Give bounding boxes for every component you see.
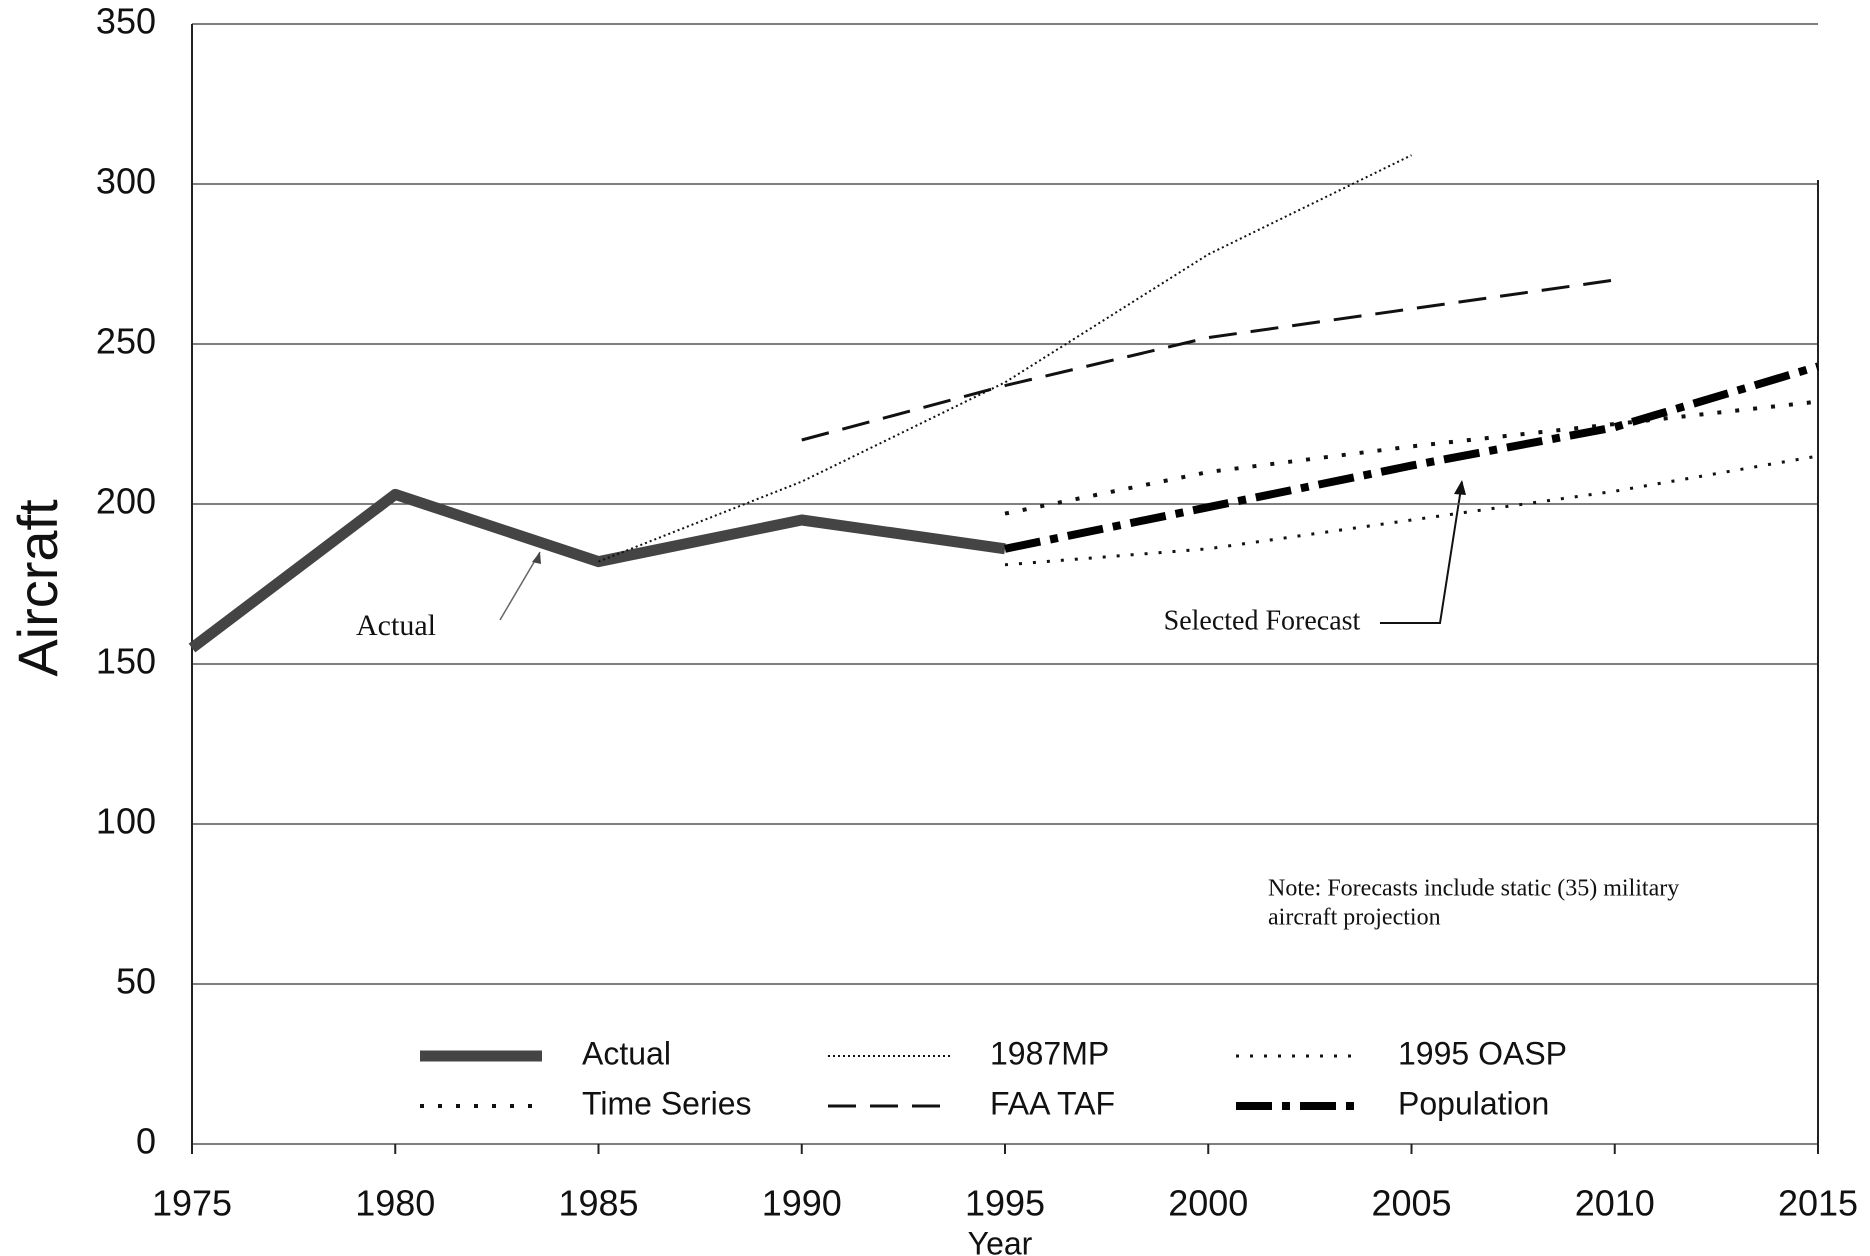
- x-tick-label: 2010: [1575, 1183, 1655, 1224]
- series-line: [188, 488, 1006, 653]
- legend-label: 1987MP: [990, 1035, 1109, 1071]
- series-line: [1004, 399, 1819, 516]
- x-tick-label: 1985: [558, 1183, 638, 1224]
- note: Note: Forecasts include static (35) mili…: [1268, 876, 1679, 902]
- y-tick-label: 350: [96, 1, 156, 42]
- series-line: [1004, 454, 1819, 567]
- note: aircraft projection: [1268, 905, 1441, 931]
- arrow-head: [1454, 480, 1466, 495]
- y-tick-label: 150: [96, 641, 156, 682]
- legend-label: Actual: [582, 1035, 671, 1071]
- annotation-arrow: [1380, 481, 1463, 624]
- series-line: [1004, 362, 1820, 553]
- annotation: Selected Forecast: [1164, 605, 1361, 636]
- y-tick-label: 0: [136, 1121, 156, 1162]
- annotation: Actual: [356, 609, 436, 642]
- series-line: [598, 154, 1412, 563]
- series-line: [801, 278, 1615, 442]
- legend-label: 1995 OASP: [1398, 1035, 1567, 1071]
- legend-label: Population: [1398, 1085, 1549, 1121]
- y-tick-label: 50: [116, 961, 156, 1002]
- x-tick-label: 2005: [1371, 1183, 1451, 1224]
- y-tick-label: 200: [96, 481, 156, 522]
- x-tick-label: 1995: [965, 1183, 1045, 1224]
- y-tick-label: 300: [96, 161, 156, 202]
- legend-label: FAA TAF: [990, 1085, 1115, 1121]
- x-tick-label: 2000: [1168, 1183, 1248, 1224]
- y-tick-label: 250: [96, 321, 156, 362]
- annotation-arrow: [499, 551, 541, 621]
- arrow-head: [532, 552, 541, 564]
- legend-label: Time Series: [582, 1085, 752, 1121]
- y-axis-label: Aircraft: [6, 499, 69, 677]
- x-tick-label: 1980: [355, 1183, 435, 1224]
- x-tick-label: 1990: [762, 1183, 842, 1224]
- y-tick-label: 100: [96, 801, 156, 842]
- x-tick-label: 2015: [1778, 1183, 1858, 1224]
- x-tick-label: 1975: [152, 1183, 232, 1224]
- x-axis-label: Year: [968, 1225, 1033, 1256]
